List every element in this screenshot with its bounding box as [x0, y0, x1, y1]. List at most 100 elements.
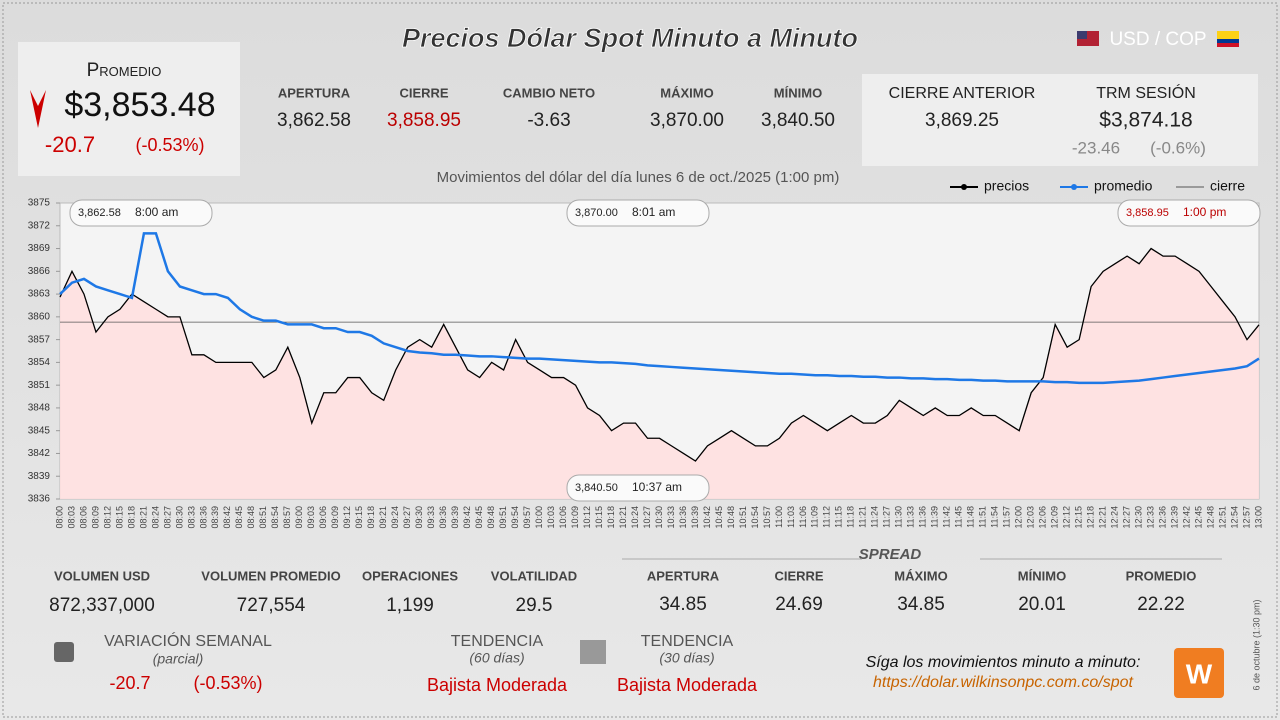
x-tick-label: 08:18: [126, 506, 136, 529]
stat-value: 22.22: [1137, 594, 1185, 615]
annotation-price: 3,858.95: [1126, 207, 1169, 219]
x-tick-label: 13:00: [1253, 506, 1263, 529]
x-tick-label: 09:30: [414, 506, 424, 529]
x-tick-label: 11:54: [990, 506, 1000, 528]
x-tick-label: 09:33: [426, 506, 436, 529]
x-tick-label: 09:12: [342, 506, 352, 529]
weekly-label: VARIACIÓN SEMANAL: [104, 631, 272, 650]
annotation-price: 3,840.50: [575, 482, 618, 494]
series-line: [59, 232, 1260, 385]
x-tick-label: 12:54: [1229, 506, 1239, 529]
x-tick-label: 10:57: [762, 506, 772, 529]
x-tick-label: 12:09: [1050, 506, 1060, 529]
x-tick-label: 08:48: [246, 506, 256, 529]
trm-value: $3,874.18: [1099, 109, 1192, 132]
stat-value: 3,870.00: [650, 110, 724, 131]
trm-change-pct: (-0.6%): [1150, 138, 1206, 157]
annotation-time: 1:00 pm: [1183, 205, 1226, 219]
x-tick-label: 10:33: [666, 506, 676, 529]
x-tick-label: 12:36: [1157, 506, 1167, 529]
x-tick-label: 09:57: [522, 506, 532, 529]
x-tick-label: 11:39: [930, 506, 940, 528]
stat-label: OPERACIONES: [362, 568, 458, 583]
x-tick-label: 09:54: [510, 506, 520, 529]
x-tick-label: 12:15: [1074, 506, 1084, 529]
stat-value: -3.63: [527, 110, 570, 131]
x-tick-label: 09:15: [354, 506, 364, 529]
x-tick-label: 09:42: [462, 506, 472, 529]
trend-sub: (30 días): [659, 650, 714, 666]
x-tick-label: 10:18: [606, 506, 616, 529]
x-tick-label: 11:24: [870, 506, 880, 528]
logo-mark: W: [1186, 658, 1213, 689]
y-tick-label: 3854: [28, 357, 51, 368]
co-flag: [1217, 31, 1239, 39]
x-tick-label: 10:27: [642, 506, 652, 529]
trend-value: Bajista Moderada: [427, 675, 568, 695]
x-tick-label: 10:36: [678, 506, 688, 529]
stat-value: 34.85: [659, 594, 707, 615]
stat-value: 29.5: [516, 595, 553, 616]
stat-label: VOLATILIDAD: [491, 568, 577, 583]
cierre-anterior-label: CIERRE ANTERIOR: [889, 85, 1036, 102]
co-flag-blue: [1217, 39, 1239, 43]
x-tick-label: 10:12: [582, 506, 592, 529]
x-tick-label: 12:24: [1109, 506, 1119, 529]
x-tick-label: 11:03: [786, 506, 796, 528]
footer-url[interactable]: https://dolar.wilkinsonpc.com.co/spot: [873, 674, 1134, 691]
x-tick-label: 12:45: [1193, 506, 1203, 529]
stat-label: MÍNIMO: [774, 85, 822, 100]
x-tick-label: 10:39: [690, 506, 700, 529]
y-tick-label: 3857: [28, 334, 51, 345]
annotation-price: 3,870.00: [575, 207, 618, 219]
stat-value: 24.69: [775, 594, 823, 615]
x-tick-label: 11:12: [822, 506, 832, 528]
x-tick-label: 12:33: [1145, 506, 1155, 529]
logo: [1174, 648, 1224, 698]
x-tick-label: 08:39: [210, 506, 220, 529]
us-flag-canton: [1077, 31, 1087, 39]
trend-value: Bajista Moderada: [617, 675, 758, 695]
x-tick-label: 11:06: [798, 506, 808, 528]
chart-title: Movimientos del dólar del día lunes 6 de…: [437, 169, 840, 186]
stat-value: 727,554: [237, 595, 306, 616]
x-tick-label: 11:48: [966, 506, 976, 528]
x-tick-label: 12:00: [1014, 506, 1024, 529]
x-tick-label: 09:09: [330, 506, 340, 529]
trend-sub: (60 días): [469, 650, 524, 666]
x-tick-label: 08:12: [102, 506, 112, 529]
x-tick-label: 09:45: [474, 506, 484, 529]
x-tick-label: 11:45: [954, 506, 964, 528]
stat-label: PROMEDIO: [1126, 568, 1197, 583]
annotation-time: 8:00 am: [135, 205, 178, 219]
y-tick-label: 3860: [28, 311, 51, 322]
stat-label: MÁXIMO: [894, 568, 947, 583]
x-tick-label: 12:51: [1217, 506, 1227, 529]
x-tick-label: 12:27: [1121, 506, 1131, 529]
annotation-price: 3,862.58: [78, 207, 121, 219]
trend-label: TENDENCIA: [451, 633, 544, 650]
stat-label: MÍNIMO: [1018, 568, 1066, 583]
x-tick-label: 08:09: [90, 506, 100, 529]
cierre-anterior-value: 3,869.25: [925, 110, 999, 131]
stat-value: 20.01: [1018, 594, 1066, 615]
annotation-box: [566, 474, 710, 502]
annotation-box: [69, 199, 213, 227]
stat-label: CAMBIO NETO: [503, 85, 595, 100]
x-tick-label: 12:06: [1038, 506, 1048, 529]
x-tick-label: 10:48: [726, 506, 736, 529]
series-line: [59, 247, 1260, 462]
legend-label: cierre: [1210, 178, 1245, 194]
x-tick-label: 10:09: [570, 506, 580, 529]
x-tick-label: 09:48: [486, 506, 496, 529]
x-tick-label: 12:42: [1181, 506, 1191, 529]
title: Precios Dólar Spot Minuto a Minuto: [402, 23, 858, 53]
x-tick-label: 10:51: [738, 506, 748, 529]
x-tick-label: 10:03: [546, 506, 556, 529]
y-tick-label: 3845: [28, 425, 51, 436]
x-tick-label: 11:00: [774, 506, 784, 528]
stat-label: MÁXIMO: [660, 85, 713, 100]
x-tick-label: 08:00: [54, 506, 64, 529]
x-tick-label: 10:42: [702, 506, 712, 529]
